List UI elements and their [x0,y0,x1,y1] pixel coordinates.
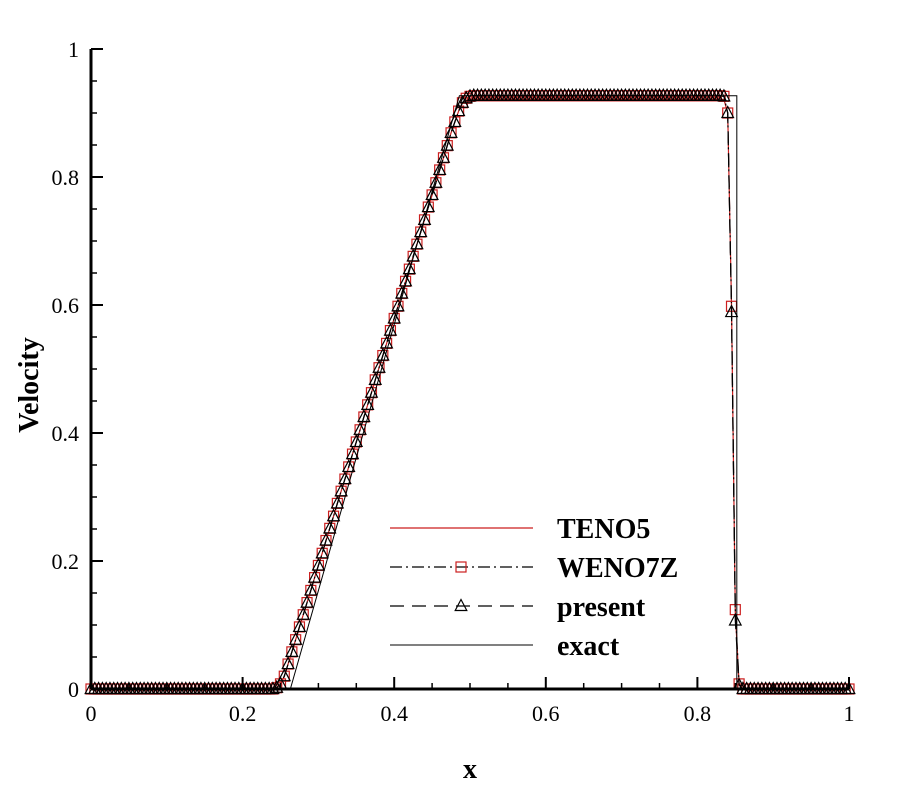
marker-triangle [421,199,436,213]
legend: TENO5 WENO7Z present exact [390,514,678,662]
marker-triangle [720,105,735,119]
marker-triangle [410,236,424,250]
x-tick-label: 0.6 [532,701,560,726]
marker-triangle [432,162,447,176]
marker-triangle [345,446,360,460]
marker-triangle [429,174,443,188]
marker-triangle [383,322,398,336]
legend-label: exact [557,631,620,662]
y-axis-title: Velocity [14,337,45,432]
marker-triangle [402,261,417,275]
marker-triangle [281,656,295,670]
marker-triangle [296,606,311,620]
x-tick-label: 0.8 [684,701,712,726]
y-tick-label: 0.4 [52,421,80,446]
marker-triangle [724,304,739,318]
x-tick-label: 1 [844,701,855,726]
y-tick-label: 0.6 [52,293,80,318]
marker-triangle [360,397,375,410]
marker-triangle [326,508,341,522]
y-tick-label: 0.2 [52,549,80,574]
marker-triangle [285,644,299,657]
marker-triangle [413,224,428,238]
marker-triangle [277,668,292,682]
marker-square [455,561,467,573]
marker-triangle [364,384,379,398]
marker-triangle [300,594,314,608]
marker-triangle [440,137,455,151]
marker-triangle [338,471,352,485]
legend-label: present [557,592,646,623]
marker-triangle [349,434,364,448]
marker-triangle [454,598,468,612]
marker-triangle [341,459,356,473]
marker-triangle [353,422,367,435]
marker-triangle [455,94,470,108]
marker-triangle [315,545,329,559]
marker-triangle [357,409,371,423]
x-tick-label: 0.4 [380,701,408,726]
x-tick-label: 0 [86,701,97,726]
legend-label: TENO5 [557,514,650,545]
legend-label: WENO7Z [557,553,678,584]
marker-triangle [307,569,322,583]
x-axis-title: x [463,754,477,785]
y-tick-label: 1 [68,37,79,62]
marker-triangle [304,582,318,596]
marker-triangle [334,483,348,497]
marker-triangle [425,187,439,201]
marker-triangle [322,520,337,534]
marker-triangle [406,248,420,262]
marker-triangle [269,679,284,693]
series-line [91,95,849,690]
y-tick-label: 0.8 [52,165,80,190]
marker-triangle [417,212,432,225]
marker-triangle [368,372,383,385]
marker-triangle [292,619,307,633]
marker-triangle [311,557,326,571]
marker-triangle [713,87,727,101]
marker-triangle [444,125,458,138]
series-markers [84,87,856,695]
series-markers [85,90,855,695]
marker-triangle [319,532,333,546]
x-tick-label: 0.2 [229,701,257,726]
marker-triangle [330,495,345,509]
marker-triangle [436,150,451,163]
y-tick-label: 0 [68,677,79,702]
marker-triangle [728,612,743,626]
marker-triangle [288,631,303,645]
